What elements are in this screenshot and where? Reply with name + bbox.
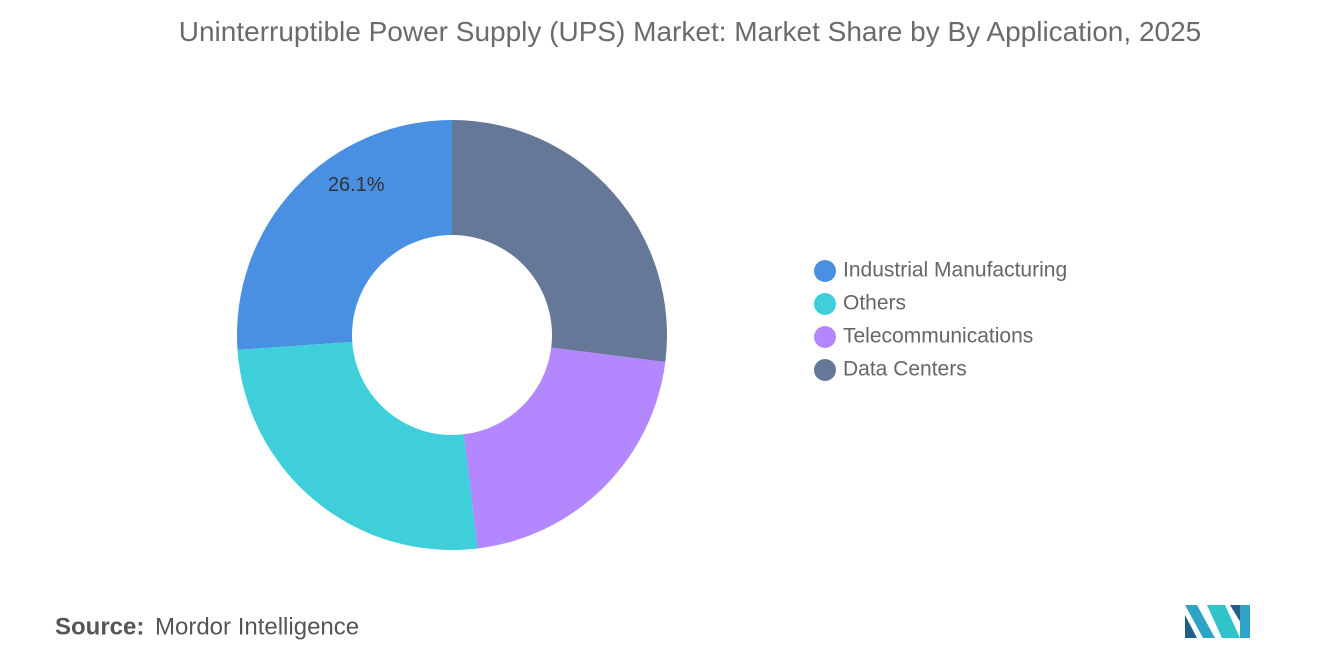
legend-label: Industrial Manufacturing (843, 259, 1067, 282)
donut-slice (237, 341, 478, 550)
donut-slice (236, 120, 452, 350)
data-label: 26.1% (328, 174, 385, 196)
legend-marker (814, 293, 836, 315)
donut-slice (463, 347, 666, 549)
legend-label: Data Centers (843, 358, 967, 381)
chart-title: Uninterruptible Power Supply (UPS) Marke… (178, 16, 1202, 47)
source-name: Mordor Intelligence (155, 613, 359, 640)
logo (1185, 605, 1250, 638)
legend-marker (814, 359, 836, 381)
legend-label: Others (843, 292, 906, 315)
source-label: Source: (55, 613, 144, 640)
legend-marker (814, 260, 836, 282)
donut-slice (452, 120, 667, 362)
legend-marker (814, 326, 836, 348)
legend-label: Telecommunications (843, 325, 1033, 348)
